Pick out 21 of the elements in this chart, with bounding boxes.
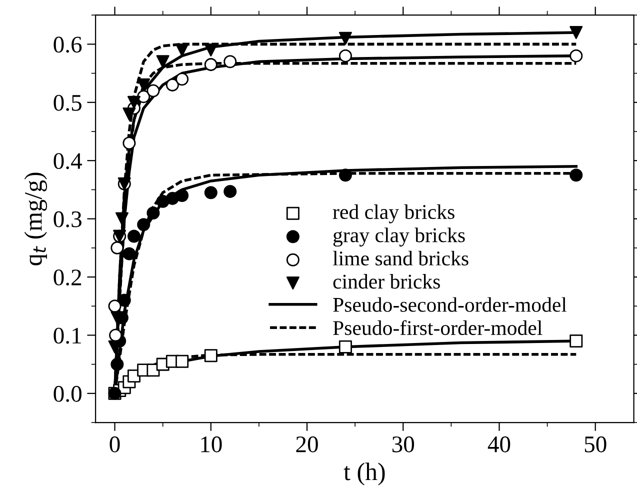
y-tick-label: 0.5 <box>54 94 82 111</box>
x-tick-label: 20 <box>296 436 318 452</box>
x-tick-label: 0 <box>110 436 120 452</box>
x-tick-label: 40 <box>488 436 510 452</box>
x-tick-label: 30 <box>392 436 414 452</box>
y-tick-label: 0.4 <box>54 153 82 170</box>
y-tick-label: 0.2 <box>54 270 82 286</box>
y-tick-label: 0.6 <box>54 36 82 53</box>
x-tick-label: 50 <box>584 436 606 452</box>
legend-label: Pseudo-first-order-model <box>333 320 542 336</box>
y-tick-label: 0.3 <box>54 211 82 228</box>
legend-label: gray clay bricks <box>333 228 465 247</box>
y-axis-title: q$_{t}$ (mg/g) <box>24 172 48 266</box>
legend-label: cinder bricks <box>333 274 440 289</box>
legend-label: lime sand bricks <box>332 250 468 266</box>
y-tick-label: 0.0 <box>54 386 82 402</box>
x-axis-title: t (h) <box>344 462 385 486</box>
x-tick-label: 10 <box>201 436 222 452</box>
y-tick-label: 0.1 <box>54 328 81 344</box>
legend-label: Pseudo-second-order-model <box>333 297 567 312</box>
legend-label: red clay bricks <box>332 204 454 224</box>
